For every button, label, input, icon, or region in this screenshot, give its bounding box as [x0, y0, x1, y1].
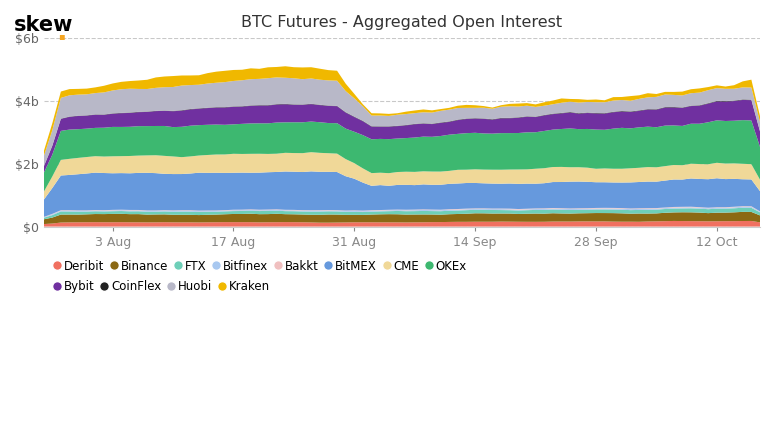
Text: .: . — [56, 18, 67, 46]
Title: BTC Futures - Aggregated Open Interest: BTC Futures - Aggregated Open Interest — [241, 15, 563, 30]
Legend: Bybit, CoinFlex, Huobi, Kraken: Bybit, CoinFlex, Huobi, Kraken — [50, 275, 274, 298]
Text: skew: skew — [14, 15, 74, 35]
